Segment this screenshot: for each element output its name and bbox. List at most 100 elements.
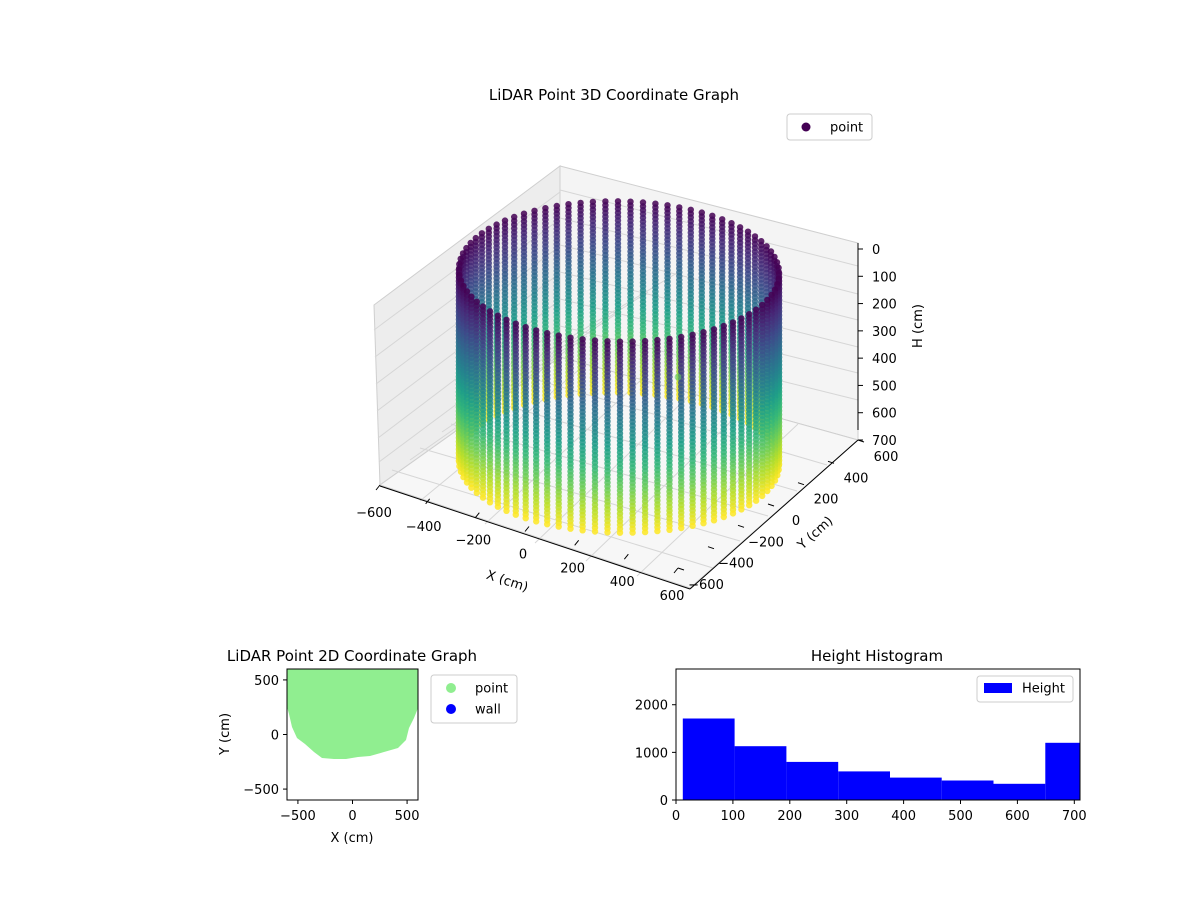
chart3d-legend-box bbox=[786, 113, 873, 141]
point-marker bbox=[752, 497, 760, 504]
hist-legend-swatch bbox=[984, 683, 1012, 693]
chart3d-x-tick-label: −200 bbox=[455, 534, 491, 549]
point-marker bbox=[710, 517, 718, 524]
chart3d-point-cloud bbox=[455, 198, 783, 536]
chart3d-legend-label-point: point bbox=[830, 121, 863, 136]
chart3d-x-tick-mark bbox=[474, 512, 480, 518]
chart3d-y-tick-mark bbox=[707, 546, 715, 550]
point-marker bbox=[764, 487, 771, 495]
hist-x-tick-label: 300 bbox=[834, 809, 859, 824]
chart2d-x-tick-label: 500 bbox=[395, 809, 420, 824]
chart3d-zlabel: H (cm) bbox=[911, 304, 926, 348]
point-marker bbox=[479, 494, 487, 501]
hist-x-tick-label: 0 bbox=[672, 809, 680, 824]
chart2d-xlabel: X (cm) bbox=[331, 831, 374, 846]
point-marker bbox=[678, 524, 685, 532]
chart2d-legend: point wall bbox=[430, 674, 518, 724]
chart3d-z-ticks: 0 100 200 300 400 500 600 700 bbox=[858, 243, 897, 449]
hist-legend: Height bbox=[976, 675, 1074, 703]
chart3d-x-tick-label: −600 bbox=[356, 506, 392, 521]
point-marker bbox=[533, 518, 540, 525]
hist-bar bbox=[1045, 742, 1080, 800]
point-marker-stray bbox=[674, 373, 682, 381]
point-marker bbox=[522, 515, 529, 522]
hist-bar bbox=[838, 771, 890, 800]
chart3d-z-tick-label: 200 bbox=[872, 298, 897, 313]
chart3d-y-ticks: −600 −400 −200 0 200 400 600 bbox=[677, 439, 899, 593]
chart2d-y-tick-label: −500 bbox=[243, 783, 279, 798]
chart2d-legend-marker-wall bbox=[446, 704, 456, 714]
point-marker bbox=[729, 510, 737, 517]
chart3d-y-tick-mark bbox=[677, 567, 685, 571]
hist-axes-frame bbox=[675, 668, 1081, 801]
chart3d-x-tick-mark bbox=[673, 567, 679, 574]
chart3d-x-tick-label: 200 bbox=[560, 561, 585, 576]
chart3d-y-tick-mark bbox=[767, 503, 775, 507]
hist-x-tick-label: 400 bbox=[891, 809, 916, 824]
point-marker bbox=[654, 527, 661, 535]
hist-bar bbox=[941, 780, 994, 800]
hist-x-tick-label: 200 bbox=[777, 809, 802, 824]
hist-bar bbox=[993, 783, 1046, 800]
hist-title: Height Histogram bbox=[811, 647, 943, 665]
hist-legend-box bbox=[976, 675, 1074, 703]
chart3d-y-tick-label: 200 bbox=[814, 493, 839, 508]
chart3d-y-tick-label: 0 bbox=[792, 514, 800, 529]
point-marker bbox=[544, 521, 551, 528]
chart3d-z-tick-label: 400 bbox=[872, 352, 897, 367]
hist-x-tick-label: 500 bbox=[948, 809, 973, 824]
chart2d-x-tick-label: −500 bbox=[280, 809, 316, 824]
point-marker bbox=[720, 513, 727, 521]
chart3d-x-tick-label: 0 bbox=[519, 548, 527, 563]
chart3d-x-tick-mark bbox=[425, 498, 431, 505]
chart2d-legend-label-point: point bbox=[475, 682, 508, 697]
chart2d-legend-label-wall: wall bbox=[475, 703, 501, 718]
hist-y-tick-label: 1000 bbox=[635, 746, 668, 761]
hist-bar bbox=[734, 746, 787, 800]
point-marker bbox=[591, 528, 599, 535]
point-marker bbox=[746, 502, 753, 509]
hist-bar bbox=[889, 777, 942, 800]
chart3d-z-tick-label: 0 bbox=[872, 243, 880, 258]
chart3d-legend-marker-point bbox=[801, 122, 811, 132]
chart3d-x-tick-mark bbox=[375, 484, 381, 491]
chart3d-y-tick-label: −200 bbox=[748, 535, 784, 550]
hist-x-tick-label: 700 bbox=[1062, 809, 1087, 824]
chart3d-z-tick-label: 300 bbox=[872, 325, 897, 340]
chart3d-y-tick-mark bbox=[737, 524, 745, 528]
chart2d-legend-marker-point bbox=[446, 683, 456, 693]
hist-bars bbox=[682, 718, 1080, 800]
chart3d-z-tick-label: 100 bbox=[872, 270, 897, 285]
chart3d-y-tick-mark bbox=[797, 482, 805, 486]
chart3d-x-tick-label: 600 bbox=[660, 589, 685, 604]
hist-bar bbox=[682, 718, 735, 800]
chart3d-title: LiDAR Point 3D Coordinate Graph bbox=[489, 86, 739, 104]
point-marker bbox=[555, 523, 562, 530]
lidar-3d-chart: LiDAR Point 3D Coordinate Graph bbox=[356, 86, 926, 604]
chart3d-y-tick-label: 400 bbox=[844, 471, 869, 486]
chart3d-x-axis-line bbox=[379, 485, 691, 590]
chart2d-title: LiDAR Point 2D Coordinate Graph bbox=[227, 647, 477, 665]
chart3d-x-ticks: −600 −400 −200 0 200 400 600 bbox=[356, 484, 685, 604]
point-marker bbox=[700, 520, 707, 527]
hist-bar bbox=[786, 761, 839, 800]
point-marker bbox=[759, 492, 766, 500]
chart3d-z-tick-label: 500 bbox=[872, 379, 897, 394]
hist-x-tick-label: 100 bbox=[720, 809, 745, 824]
point-marker bbox=[494, 503, 502, 510]
chart3d-ylabel: Y (cm) bbox=[794, 514, 836, 554]
chart2d-ylabel: Y (cm) bbox=[218, 713, 233, 756]
chart3d-x-tick-label: 400 bbox=[610, 575, 635, 590]
chart3d-z-tick-label: 700 bbox=[872, 434, 897, 449]
point-marker bbox=[666, 526, 673, 533]
point-marker bbox=[629, 529, 636, 536]
chart2d-point-region bbox=[287, 669, 418, 759]
chart2d-ticks: −500 0 500 −500 0 500 bbox=[243, 674, 419, 824]
chart2d-y-tick-label: 0 bbox=[271, 729, 279, 744]
hist-y-tick-label: 2000 bbox=[635, 699, 668, 714]
point-marker bbox=[579, 527, 586, 534]
point-marker bbox=[689, 522, 696, 529]
chart3d-y-tick-label: 600 bbox=[874, 450, 899, 465]
chart3d-y-axis-line bbox=[689, 439, 859, 590]
